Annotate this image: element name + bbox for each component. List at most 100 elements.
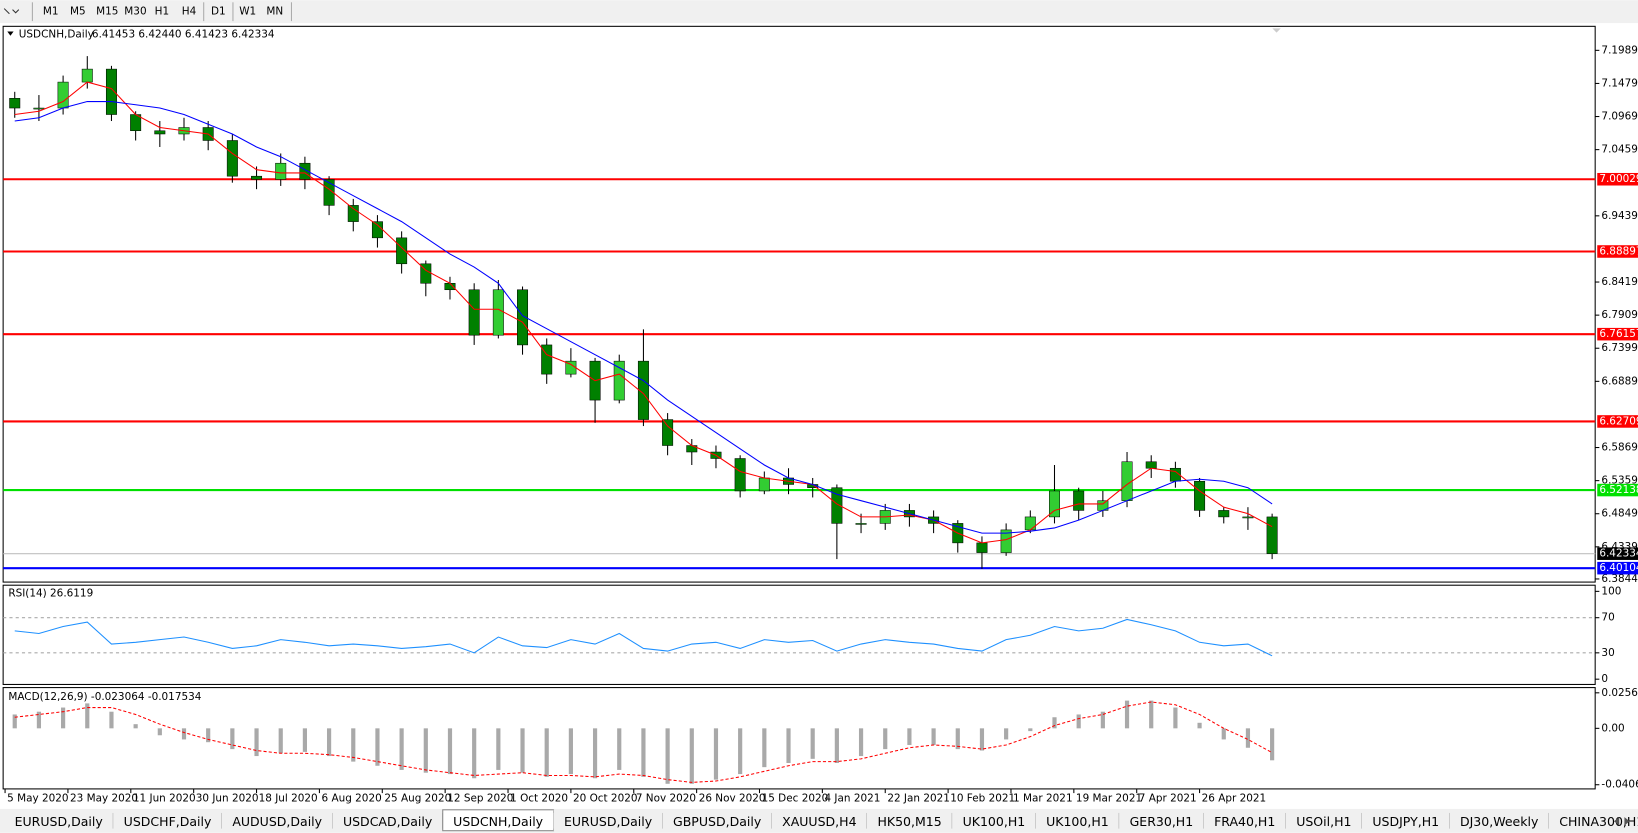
macd-bar	[592, 728, 598, 779]
macd-bar	[617, 728, 622, 770]
toolbar: M1 M5 M15 M30 H1 H4 D1 W1 MN	[43, 2, 292, 22]
y-tick-label: 0.025623	[1601, 687, 1638, 699]
y-tick-label: 6.94390	[1601, 210, 1638, 222]
timeframe-button[interactable]: H1	[155, 6, 170, 18]
tab-label[interactable]: USDCAD,Daily	[343, 814, 433, 829]
price-label: 6.52138	[1599, 484, 1638, 496]
price-label-bg	[1597, 327, 1638, 341]
shift-marker	[1272, 28, 1281, 33]
candle-body	[1194, 480, 1206, 511]
timeframe-button[interactable]: H4	[182, 6, 197, 18]
tab-label[interactable]: EURUSD,Daily	[564, 814, 653, 829]
tab-bg	[113, 809, 222, 831]
timeframe-button[interactable]: M5	[70, 6, 86, 18]
tab-label[interactable]: GER30,H1	[1130, 814, 1194, 829]
macd-bar	[641, 728, 646, 777]
candle-body	[758, 477, 770, 492]
price-label-bg	[1597, 245, 1638, 258]
rsi-line	[14, 618, 1273, 657]
candle-body	[347, 205, 359, 222]
tab-label[interactable]: HK50,M15	[877, 814, 941, 829]
tab-label[interactable]: USOil,H1	[1296, 814, 1351, 829]
macd-bar	[1221, 728, 1226, 740]
timeframe-button[interactable]: M1	[43, 6, 59, 18]
tab-label[interactable]: USDJPY,H1	[1372, 814, 1439, 829]
x-tick-label: 7 Nov 2020	[636, 792, 696, 804]
timeframe-button[interactable]: MN	[266, 6, 283, 18]
candle-body	[275, 162, 287, 180]
macd-bar	[689, 728, 694, 784]
macd-bar	[762, 728, 767, 768]
tab-label[interactable]: AUDUSD,Daily	[232, 814, 322, 829]
tab: XAUUSD,H4	[771, 809, 868, 831]
candle-body	[81, 68, 93, 83]
x-tick-label: 18 Jul 2020	[259, 792, 318, 804]
tab-bg	[1285, 809, 1362, 831]
price-label: 6.40104	[1599, 562, 1638, 574]
tab-bg	[1035, 809, 1120, 831]
tab-label[interactable]: FRA40,H1	[1214, 814, 1275, 829]
macd-bar	[399, 728, 404, 770]
candle-body	[9, 98, 21, 109]
tab: GER30,H1	[1119, 809, 1205, 831]
macd-bar	[713, 728, 719, 780]
candle-body	[154, 130, 166, 135]
macd-bar	[858, 728, 864, 757]
timeframe-button[interactable]: D1	[211, 6, 226, 18]
tab-label[interactable]: DJ30,Weekly	[1460, 814, 1539, 829]
tab-bg	[771, 809, 868, 831]
tab: USOil,H1	[1285, 809, 1363, 831]
macd-bar	[36, 711, 42, 729]
macd-bar	[810, 728, 815, 759]
y-tick-label: 6.79090	[1601, 309, 1638, 321]
tab-scroll[interactable]	[1613, 817, 1630, 826]
candle-body	[371, 221, 383, 239]
timeframe-button[interactable]: M15	[96, 6, 118, 18]
macd-bar	[1270, 728, 1275, 761]
macd-bar	[955, 728, 960, 750]
timeframe-button[interactable]: W1	[239, 6, 256, 18]
tab-label[interactable]: USDCHF,Daily	[124, 814, 212, 829]
x-tick-label: 15 Dec 2020	[762, 792, 829, 804]
macd-bar	[1076, 714, 1081, 729]
tab-label[interactable]: GBPUSD,Daily	[673, 814, 762, 829]
macd-bar	[786, 728, 791, 763]
price-label-bg	[1597, 561, 1638, 575]
macd-bar	[12, 714, 17, 729]
tab-label[interactable]: USDCNH,Daily	[453, 814, 543, 829]
macd-bar	[326, 728, 332, 757]
macd-bar	[1173, 707, 1178, 729]
x-tick-label: 19 Mar 2021	[1076, 792, 1142, 804]
y-tick-label: 6.58690	[1601, 442, 1638, 454]
tab-label[interactable]: UK100,H1	[1046, 814, 1109, 829]
price-label-bg	[1597, 483, 1638, 497]
macd-bar	[979, 728, 985, 751]
y-tick-label: 7.04590	[1601, 144, 1638, 156]
candle-body	[33, 107, 45, 110]
last-price-label: 6.42334	[1599, 548, 1638, 560]
x-tick-label: 11 Jun 2020	[133, 792, 196, 804]
x-tick-label: 30 Jun 2020	[196, 792, 259, 804]
macd-bar	[738, 728, 743, 775]
macd-bar	[61, 707, 66, 729]
x-tick-label: 7 Apr 2021	[1139, 792, 1197, 804]
candle-body	[637, 360, 649, 420]
tab-label[interactable]: XAUUSD,H4	[782, 814, 856, 829]
tab-label[interactable]: EURUSD,Daily	[15, 814, 104, 829]
tab-bg	[332, 809, 443, 831]
y-tick-label: 6.38440	[1601, 573, 1638, 585]
tab-bg	[1449, 809, 1549, 831]
y-tick-label: -0.04068	[1601, 779, 1638, 791]
tab-label[interactable]: UK100,H1	[963, 814, 1026, 829]
macd-bar	[496, 728, 501, 770]
candle-body	[396, 237, 408, 265]
tab-label[interactable]: CHINA300,H1	[1559, 814, 1638, 829]
candle-body	[299, 162, 311, 180]
candle-body	[1073, 490, 1085, 511]
tab-bg	[4, 809, 114, 831]
candle-body	[57, 81, 69, 109]
tab: GBPUSD,Daily	[662, 809, 773, 831]
timeframe-button[interactable]: M30	[124, 6, 146, 18]
